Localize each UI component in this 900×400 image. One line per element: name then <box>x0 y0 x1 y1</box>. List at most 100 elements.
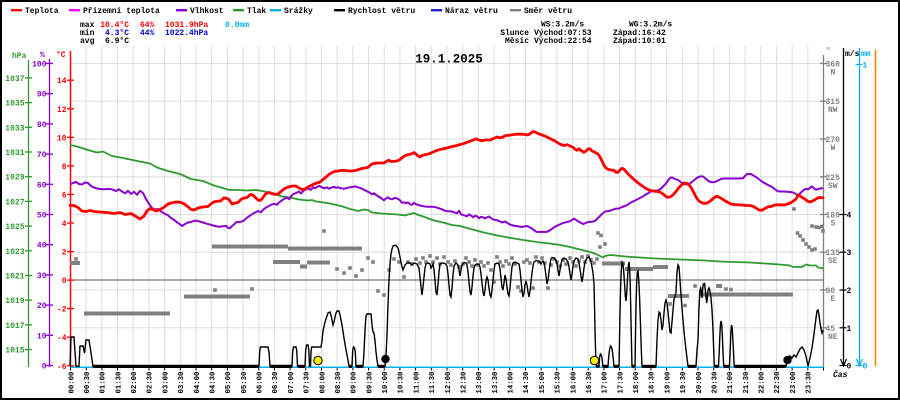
svg-text:min: min <box>80 29 95 38</box>
svg-text:2: 2 <box>62 249 67 258</box>
svg-text:12:30: 12:30 <box>461 372 469 394</box>
svg-text:01:00: 01:00 <box>100 372 108 394</box>
svg-text:2: 2 <box>847 287 852 296</box>
svg-text:19.1.2025: 19.1.2025 <box>415 53 483 67</box>
svg-text:Čas: Čas <box>833 370 848 380</box>
svg-text:Přízemní teplota: Přízemní teplota <box>83 7 160 16</box>
svg-text:18:00: 18:00 <box>633 372 641 394</box>
svg-text:100: 100 <box>32 61 47 70</box>
svg-text:270: 270 <box>826 136 841 145</box>
svg-text:22:30: 22:30 <box>774 372 782 394</box>
svg-text:Východ:07:53: Východ:07:53 <box>534 29 592 38</box>
svg-text:WS:3.2m/s: WS:3.2m/s <box>541 21 584 30</box>
svg-text:Vlhkost: Vlhkost <box>190 7 224 16</box>
svg-text:1021: 1021 <box>5 273 24 282</box>
svg-text:Západ:10:01: Západ:10:01 <box>613 37 666 46</box>
svg-text:21:30: 21:30 <box>743 372 751 394</box>
svg-text:Náraz větru: Náraz větru <box>445 7 498 16</box>
svg-text:10:30: 10:30 <box>398 372 406 394</box>
svg-text:1015: 1015 <box>5 347 24 356</box>
svg-text:12: 12 <box>57 106 67 115</box>
svg-text:20:30: 20:30 <box>712 372 720 394</box>
svg-text:1023: 1023 <box>5 248 24 257</box>
svg-text:-4: -4 <box>57 334 67 343</box>
svg-text:1031.9hPa: 1031.9hPa <box>165 21 208 30</box>
svg-text:06:30: 06:30 <box>272 372 280 394</box>
svg-text:04:00: 04:00 <box>194 372 202 394</box>
svg-text:19:00: 19:00 <box>664 372 672 394</box>
svg-text:44%: 44% <box>140 29 155 38</box>
svg-text:mm: mm <box>861 50 871 59</box>
svg-text:23:30: 23:30 <box>806 372 814 394</box>
svg-text:1033: 1033 <box>5 124 24 133</box>
svg-text:10:00: 10:00 <box>382 372 390 394</box>
svg-text:03:30: 03:30 <box>178 372 186 394</box>
svg-text:8: 8 <box>62 163 67 172</box>
svg-text:14: 14 <box>57 77 67 86</box>
svg-text:1019: 1019 <box>5 297 24 306</box>
svg-text:NE: NE <box>828 333 838 342</box>
svg-text:10: 10 <box>37 332 47 341</box>
svg-text:10.4°C: 10.4°C <box>100 21 129 30</box>
svg-text:11:00: 11:00 <box>413 372 421 394</box>
svg-text:180: 180 <box>826 212 841 221</box>
svg-text:N: N <box>831 69 836 78</box>
svg-text:20: 20 <box>37 302 47 311</box>
svg-text:hPa: hPa <box>12 52 27 61</box>
svg-text:135: 135 <box>826 249 841 258</box>
svg-text:Měsíc: Měsíc <box>505 37 529 46</box>
svg-text:Západ:16:42: Západ:16:42 <box>613 29 666 38</box>
svg-text:Rychlost větru: Rychlost větru <box>348 7 415 16</box>
svg-text:06:00: 06:00 <box>257 372 265 394</box>
svg-text:16:30: 16:30 <box>586 372 594 394</box>
svg-text:0: 0 <box>42 363 47 372</box>
svg-text:30: 30 <box>37 272 47 281</box>
svg-text:12:00: 12:00 <box>445 372 453 394</box>
svg-text:05:00: 05:00 <box>225 372 233 394</box>
svg-text:E: E <box>831 295 836 304</box>
svg-text:07:00: 07:00 <box>288 372 296 394</box>
svg-text:avg: avg <box>80 37 95 46</box>
svg-text:4: 4 <box>847 212 852 221</box>
svg-text:70: 70 <box>37 151 47 160</box>
svg-text:4.3°C: 4.3°C <box>105 29 129 38</box>
svg-text:13:00: 13:00 <box>476 372 484 394</box>
svg-text:1022.4hPa: 1022.4hPa <box>165 29 208 38</box>
svg-text:SW: SW <box>828 182 838 191</box>
svg-text:3: 3 <box>847 249 852 258</box>
svg-text:S: S <box>831 220 836 229</box>
svg-text:0: 0 <box>847 363 852 372</box>
svg-text:1025: 1025 <box>5 223 24 232</box>
svg-text:1035: 1035 <box>5 100 24 109</box>
svg-text:1: 1 <box>863 62 868 71</box>
svg-text:0.0mm: 0.0mm <box>225 21 249 30</box>
svg-text:1017: 1017 <box>5 322 24 331</box>
svg-text:NW: NW <box>828 106 838 115</box>
svg-text:SE: SE <box>828 257 838 266</box>
svg-text:22:00: 22:00 <box>759 372 767 394</box>
svg-text:%: % <box>40 51 45 60</box>
svg-text:03:00: 03:00 <box>162 372 170 394</box>
svg-text:max: max <box>80 21 95 30</box>
svg-text:315: 315 <box>826 98 841 107</box>
svg-text:17:30: 17:30 <box>617 372 625 394</box>
svg-text:09:30: 09:30 <box>366 372 374 394</box>
svg-text:1027: 1027 <box>5 198 24 207</box>
svg-text:18:30: 18:30 <box>649 372 657 394</box>
svg-text:00:00: 00:00 <box>68 372 76 394</box>
svg-text:6: 6 <box>62 191 67 200</box>
svg-text:02:30: 02:30 <box>147 372 155 394</box>
svg-text:WG:3.2m/s: WG:3.2m/s <box>629 21 672 30</box>
svg-text:17:00: 17:00 <box>602 372 610 394</box>
svg-text:360: 360 <box>826 61 841 70</box>
svg-text:°: ° <box>826 47 831 56</box>
svg-text:20:00: 20:00 <box>696 372 704 394</box>
svg-text:°C: °C <box>56 51 66 60</box>
svg-text:40: 40 <box>37 242 47 251</box>
svg-text:14:00: 14:00 <box>508 372 516 394</box>
svg-text:Východ:22:54: Východ:22:54 <box>534 37 592 46</box>
svg-text:Teplota: Teplota <box>25 7 59 16</box>
svg-text:05:30: 05:30 <box>241 372 249 394</box>
svg-text:0: 0 <box>62 277 67 286</box>
svg-text:-2: -2 <box>57 306 67 315</box>
